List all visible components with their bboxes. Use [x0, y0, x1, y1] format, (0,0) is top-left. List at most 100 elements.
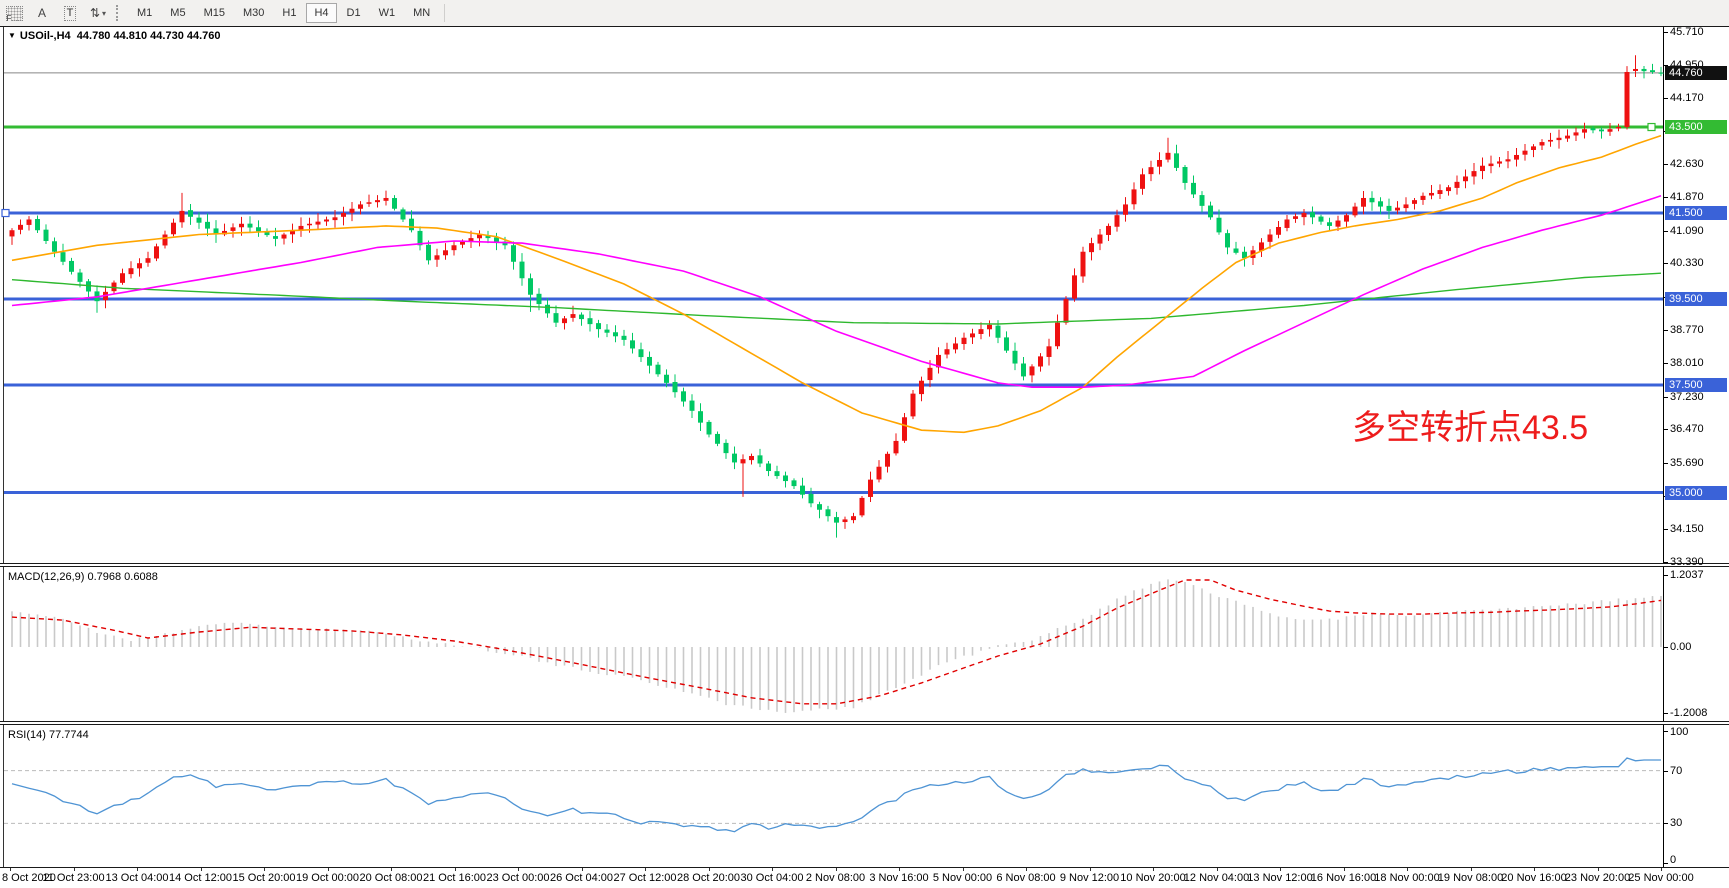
- grid-f-icon-button[interactable]: F: [2, 2, 26, 24]
- time-tick: [1343, 868, 1345, 871]
- time-axis-label: 23 Oct 00:00: [486, 872, 550, 884]
- toolbar-grip[interactable]: [116, 5, 122, 21]
- macd-label: MACD(12,26,9) 0.7968 0.6088: [8, 571, 158, 583]
- time-tick: [1280, 868, 1281, 871]
- rsi-tick-label: 0: [1670, 854, 1677, 866]
- time-tick: [772, 868, 773, 871]
- price-level-badge: 41.500: [1665, 206, 1727, 221]
- timeframe-button-h1[interactable]: H1: [282, 7, 297, 19]
- timeframe-button-m30[interactable]: M30: [242, 7, 265, 19]
- rsi-plot[interactable]: [0, 725, 1664, 867]
- time-axis-label: 11 Oct 23:00: [42, 872, 105, 884]
- current-price-badge: 44.760: [1665, 65, 1727, 80]
- horizontal-level-lines[interactable]: [1, 122, 1663, 495]
- time-axis[interactable]: 8 Oct 2020 11 Oct 23:00 13 Oct 04:00 14 Oct…: [0, 868, 1729, 888]
- time-tick: [1153, 868, 1154, 871]
- text-t-icon-button[interactable]: T: [58, 2, 82, 24]
- timeframe-button-m5[interactable]: M5: [170, 7, 186, 19]
- time-axis-label: 16 Nov 16:00: [1310, 872, 1377, 884]
- sort-arrows-icon-button[interactable]: ⇅ ▾: [86, 2, 110, 24]
- time-axis-label: 6 Nov 08:00: [996, 872, 1056, 884]
- ma-magenta-line: [11, 195, 1662, 388]
- macd-tick-label: 0.00: [1670, 641, 1692, 653]
- price-level-badge: 43.500: [1665, 120, 1727, 135]
- price-axis[interactable]: 45.71044.95044.17043.41042.63041.87041.0…: [1664, 26, 1729, 568]
- price-tick: [1664, 561, 1668, 563]
- macd-tick-label: 1.2037: [1670, 569, 1704, 582]
- label-a-icon-button[interactable]: A: [30, 2, 54, 24]
- price-tick-label: 38.010: [1670, 357, 1704, 370]
- rsi-tick-label: 70: [1670, 764, 1683, 777]
- price-tick-label: 33.390: [1670, 555, 1704, 568]
- time-axis-label: 5 Nov 00:00: [932, 872, 993, 884]
- time-tick: [518, 868, 519, 871]
- timeframe-button-w1[interactable]: W1: [378, 7, 396, 19]
- timeframe-button-m1[interactable]: M1: [137, 7, 153, 19]
- time-tick: [454, 868, 456, 871]
- time-axis-label: 15 Oct 20:00: [232, 872, 296, 884]
- price-tick-label: 40.330: [1670, 257, 1704, 270]
- time-tick: [708, 868, 710, 871]
- time-tick: [10, 868, 11, 871]
- time-axis-label: 26 Oct 04:00: [550, 872, 613, 884]
- chart-title: ▼ USOil-,H4 44.780 44.810 44.730 44.760: [8, 30, 221, 42]
- timeframe-button-h4[interactable]: H4: [306, 3, 337, 23]
- time-tick: [1089, 868, 1091, 871]
- time-tick: [391, 868, 392, 871]
- macd-plot[interactable]: [0, 567, 1664, 721]
- symbol-dropdown-icon[interactable]: ▼: [8, 31, 16, 40]
- time-axis-label: 18 Nov 00:00: [1374, 872, 1440, 884]
- rsi-axis[interactable]: 100 70 30 0: [1664, 725, 1729, 867]
- timeframe-button-d1[interactable]: D1: [346, 7, 361, 19]
- toolbar-icon-group: F A T ⇅ ▾: [0, 0, 112, 26]
- price-plot[interactable]: [0, 27, 1664, 563]
- time-axis-label: 21 Oct 16:00: [423, 872, 486, 884]
- chart-ohlc-values: 44.780 44.810 44.730 44.760: [76, 30, 221, 42]
- macd-tick: [1664, 647, 1668, 648]
- price-tick-label: 38.770: [1670, 324, 1704, 337]
- timeframe-button-m15[interactable]: M15: [203, 7, 225, 19]
- price-tick-label: 37.230: [1670, 390, 1704, 403]
- timeframe-button-group: M1 M5 M15 M30 H1 H4 D1 W1 MN: [128, 0, 439, 26]
- time-tick: [1470, 868, 1472, 871]
- price-chart-panel[interactable]: ▼ USOil-,H4 44.780 44.810 44.730 44.760 多…: [0, 26, 1729, 568]
- time-tick: [1661, 868, 1662, 871]
- macd-tick: [1664, 575, 1668, 577]
- ma-green-line: [11, 272, 1662, 325]
- rsi-tick: [1664, 823, 1668, 825]
- time-tick: [137, 868, 138, 871]
- price-tick: [1664, 263, 1668, 265]
- price-tick: [1664, 98, 1668, 100]
- time-axis-label: 8 Oct 2020: [2, 872, 56, 884]
- time-tick: [200, 868, 202, 871]
- time-axis-label: 9 Nov 12:00: [1059, 872, 1120, 884]
- time-axis-label: 2 Nov 08:00: [805, 872, 866, 884]
- rsi-label: RSI(14) 77.7744: [8, 729, 89, 741]
- time-tick: [1597, 868, 1599, 871]
- time-axis-label: 13 Nov 12:00: [1247, 872, 1313, 884]
- price-tick-label: 44.170: [1670, 92, 1704, 105]
- macd-panel[interactable]: MACD(12,26,9) 0.7968 0.6088 1.2037 0.00 -1…: [0, 566, 1729, 722]
- timeframe-button-mn[interactable]: MN: [413, 7, 431, 19]
- time-tick: [73, 868, 75, 871]
- price-tick: [1664, 230, 1668, 232]
- time-axis-label: 23 Nov 20:00: [1564, 872, 1631, 884]
- time-axis-label: 28 Oct 20:00: [677, 872, 740, 884]
- price-tick: [1664, 197, 1668, 199]
- line-anchor-marker[interactable]: [1647, 122, 1656, 132]
- annotation-text: 多空转折点43.5: [1352, 409, 1589, 447]
- price-tick: [1664, 429, 1668, 431]
- time-axis-label: 10 Nov 20:00: [1120, 872, 1186, 884]
- time-tick: [835, 868, 837, 871]
- line-anchor-marker[interactable]: [1, 208, 10, 218]
- time-tick: [1216, 868, 1218, 871]
- rsi-panel[interactable]: RSI(14) 77.7744 100 70 30 0: [0, 724, 1729, 868]
- candles-layer: [9, 55, 1664, 538]
- rsi-line: [11, 757, 1661, 833]
- text-t-icon: T: [63, 5, 77, 21]
- macd-axis[interactable]: 1.2037 0.00 -1.2008: [1664, 567, 1729, 721]
- price-tick: [1664, 64, 1668, 66]
- time-axis-label: 14 Oct 12:00: [169, 872, 232, 884]
- price-tick: [1664, 363, 1668, 365]
- price-tick: [1664, 164, 1668, 166]
